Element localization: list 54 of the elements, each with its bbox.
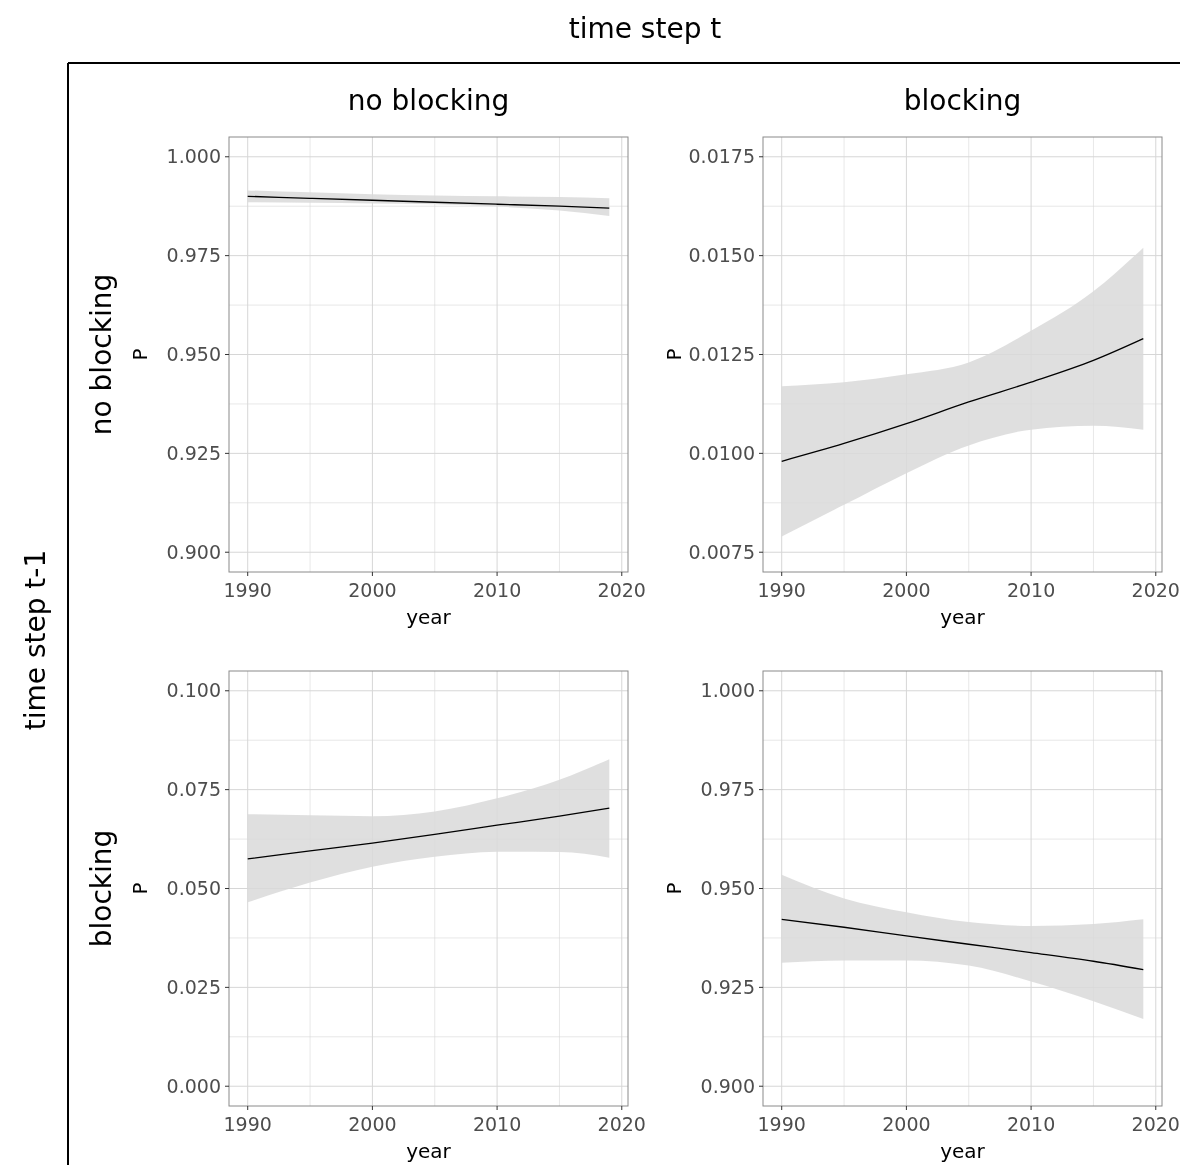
y-tick-label: 0.975 [700, 778, 755, 801]
x-tick-label: 1990 [223, 579, 272, 601]
y-tick-label: 0.050 [166, 877, 221, 900]
y-tick-label: 0.900 [166, 540, 221, 563]
y-tick-label: 0.925 [700, 976, 755, 999]
y-tick-label: 0.950 [166, 343, 221, 366]
x-tick-label: 2000 [348, 579, 397, 601]
x-tick-label: 1990 [757, 1113, 806, 1135]
y-tick-label: 0.0150 [688, 244, 755, 267]
y-tick-label: 0.0125 [688, 343, 755, 366]
y-axis-title: P [128, 348, 152, 361]
line-series [247, 807, 610, 860]
x-tick-label: 2010 [1006, 579, 1056, 601]
chart-title: blocking [903, 84, 1022, 117]
y-tick-label: 1.000 [166, 145, 221, 168]
y-tick-label: 0.975 [166, 244, 221, 267]
y-axis-title: P [128, 882, 152, 895]
x-tick-label: 2000 [348, 1113, 397, 1135]
text: time step t [568, 12, 722, 45]
x-tick-label: 2000 [882, 579, 931, 601]
y-tick-label: 0.0175 [688, 145, 755, 168]
line-series [781, 918, 1144, 971]
x-tick-label: 2000 [882, 1113, 931, 1135]
x-tick-label: 1990 [757, 579, 806, 601]
x-tick-label: 2020 [597, 1113, 646, 1135]
y-tick-label: 0.075 [166, 778, 221, 801]
x-tick-label: 2010 [472, 1113, 522, 1135]
y-tick-label: 0.025 [166, 976, 221, 999]
line-series [781, 338, 1144, 462]
y-tick-label: 0.100 [166, 679, 221, 702]
y-axis-title: P [662, 882, 686, 895]
y-tick-label: 0.0100 [688, 442, 755, 465]
x-tick-label: 2020 [597, 579, 646, 601]
x-tick-label: 2010 [1006, 1113, 1056, 1135]
chart-title: no blocking [347, 84, 510, 117]
y-tick-label: 0.925 [166, 442, 221, 465]
y-tick-label: 0.0075 [688, 540, 755, 563]
x-tick-label: 2020 [1131, 579, 1180, 601]
y-tick-label: 0.950 [700, 877, 755, 900]
text: no blocking [85, 273, 118, 436]
x-tick-label: 2020 [1131, 1113, 1180, 1135]
x-tick-label: 2010 [472, 579, 522, 601]
y-axis-title: P [662, 348, 686, 361]
y-tick-label: 0.000 [166, 1074, 221, 1097]
x-tick-label: 1990 [223, 1113, 272, 1135]
line-series [247, 195, 610, 209]
y-tick-label: 1.000 [700, 679, 755, 702]
x-axis-title: year [406, 1139, 452, 1163]
x-axis-title: year [406, 605, 452, 629]
x-axis-title: year [940, 1139, 986, 1163]
text: time step t-1 [19, 549, 52, 731]
x-axis-title: year [940, 605, 986, 629]
y-tick-label: 0.900 [700, 1074, 755, 1097]
text: blocking [85, 829, 118, 948]
